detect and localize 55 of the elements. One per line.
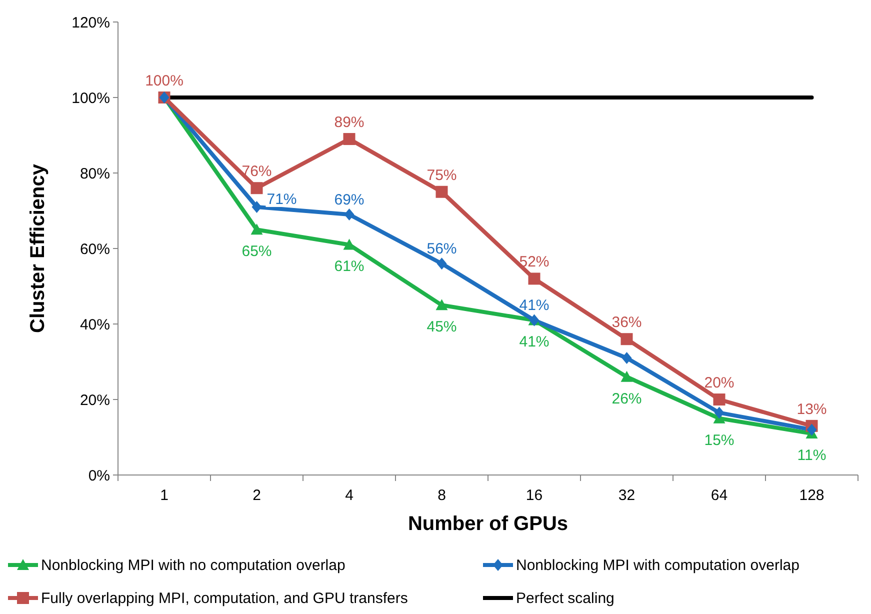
point	[620, 370, 633, 382]
data-label: 41%	[519, 334, 550, 351]
x-axis-title: Number of GPUs	[408, 513, 568, 535]
y-tick-label: 120%	[72, 14, 110, 32]
point	[714, 406, 724, 419]
x-tick-label: 16	[526, 487, 543, 504]
data-label: 45%	[426, 318, 457, 336]
legend-label: Nonblocking MPI with no computation overlap	[41, 557, 346, 574]
point	[436, 258, 447, 270]
y-tick-label: 100%	[72, 90, 110, 107]
data-label: 61%	[334, 258, 364, 276]
point	[436, 299, 448, 310]
data-label: 11%	[797, 446, 826, 464]
data-label: 56%	[426, 240, 457, 258]
legend-label: Perfect scaling	[516, 590, 614, 607]
data-label: 100%	[145, 72, 184, 90]
data-label: 71%	[266, 190, 297, 208]
data-label: 75%	[426, 166, 457, 184]
point	[250, 224, 263, 235]
point	[436, 186, 448, 198]
data-label: 69%	[334, 192, 364, 209]
data-label: 76%	[242, 163, 272, 180]
point	[252, 200, 262, 213]
y-axis-title: Cluster Efficiency	[27, 163, 49, 333]
data-label: 65%	[242, 243, 272, 260]
data-label: 13%	[796, 400, 827, 418]
data-label: 26%	[612, 390, 642, 408]
x-tick-label: 8	[438, 487, 446, 504]
x-tick-label: 1	[160, 487, 168, 504]
legend-label: Fully overlapping MPI, computation, and GPU transfers	[41, 590, 408, 607]
x-tick-label: 64	[710, 487, 728, 504]
y-tick-label: 40%	[80, 316, 110, 334]
data-label: 20%	[704, 374, 734, 392]
point	[344, 208, 354, 221]
y-tick-label: 0%	[88, 467, 110, 484]
y-tick-label: 80%	[80, 165, 110, 182]
legend-label: Nonblocking MPI with computation overlap	[516, 557, 800, 574]
x-tick-label: 2	[252, 487, 261, 504]
point	[806, 424, 817, 436]
point	[250, 182, 263, 194]
data-label: 15%	[704, 432, 734, 449]
point	[713, 394, 726, 406]
point	[622, 352, 632, 364]
point	[528, 272, 540, 285]
data-label: 36%	[612, 314, 642, 332]
x-tick-label: 32	[618, 487, 636, 504]
point	[343, 133, 356, 146]
y-tick-label: 20%	[80, 392, 110, 409]
x-tick-label: 128	[799, 487, 824, 504]
data-label: 89%	[334, 114, 364, 132]
x-tick-label: 4	[345, 487, 354, 504]
data-label: 52%	[519, 254, 550, 271]
y-tick-label: 60%	[80, 240, 110, 258]
data-label: 41%	[519, 297, 550, 314]
point	[620, 333, 633, 346]
